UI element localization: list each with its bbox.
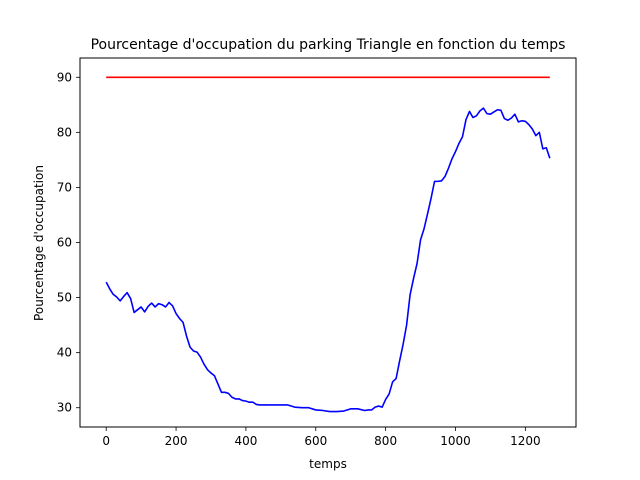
x-tick-label: 0 — [102, 434, 110, 448]
x-tick-label: 400 — [234, 434, 257, 448]
series-line-1 — [105, 107, 551, 413]
y-tick-label: 50 — [57, 291, 72, 305]
x-axis-ticks: 0 200 400 600 800 1000 1200 — [102, 427, 541, 448]
y-tick-label: 80 — [57, 125, 72, 139]
y-tick-label: 40 — [57, 346, 72, 360]
x-axis-label: temps — [309, 457, 347, 471]
x-tick-label: 200 — [165, 434, 188, 448]
y-tick-label: 60 — [57, 236, 72, 250]
x-tick-label: 600 — [304, 434, 327, 448]
x-tick-label: 800 — [374, 434, 397, 448]
chart-title: Pourcentage d'occupation du parking Tria… — [91, 37, 566, 53]
x-tick-label: 1000 — [440, 434, 471, 448]
x-tick-label: 1200 — [510, 434, 541, 448]
y-tick-label: 30 — [57, 401, 72, 415]
series-layer — [105, 76, 551, 413]
y-tick-label: 90 — [57, 70, 72, 84]
y-axis-ticks: 30 40 50 60 70 80 90 — [57, 70, 80, 415]
y-tick-label: 70 — [57, 180, 72, 194]
y-axis-label: Pourcentage d'occupation — [32, 165, 46, 321]
